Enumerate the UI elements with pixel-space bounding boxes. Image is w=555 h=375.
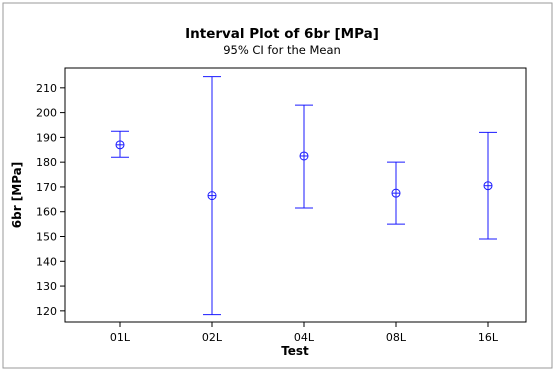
y-tick-label: 210 — [36, 82, 57, 95]
chart-title: Interval Plot of 6br [MPa] — [185, 26, 379, 42]
y-tick-label: 130 — [36, 280, 57, 293]
y-tick-label: 120 — [36, 305, 57, 318]
x-tick-label: 16L — [478, 331, 499, 344]
x-axis-label: Test — [281, 344, 309, 358]
y-tick-label: 160 — [36, 206, 57, 219]
y-axis-label: 6br [MPa] — [10, 162, 24, 229]
x-tick-label: 02L — [202, 331, 223, 344]
y-tick-label: 200 — [36, 107, 57, 120]
x-tick-label: 04L — [294, 331, 315, 344]
y-tick-label: 140 — [36, 255, 57, 268]
y-tick-label: 150 — [36, 231, 57, 244]
x-tick-label: 01L — [110, 331, 131, 344]
y-tick-label: 170 — [36, 181, 57, 194]
y-tick-label: 180 — [36, 156, 57, 169]
plot-area-frame — [65, 68, 526, 322]
x-tick-label: 08L — [386, 331, 407, 344]
chart-subtitle: 95% CI for the Mean — [223, 43, 341, 57]
y-tick-label: 190 — [36, 131, 57, 144]
